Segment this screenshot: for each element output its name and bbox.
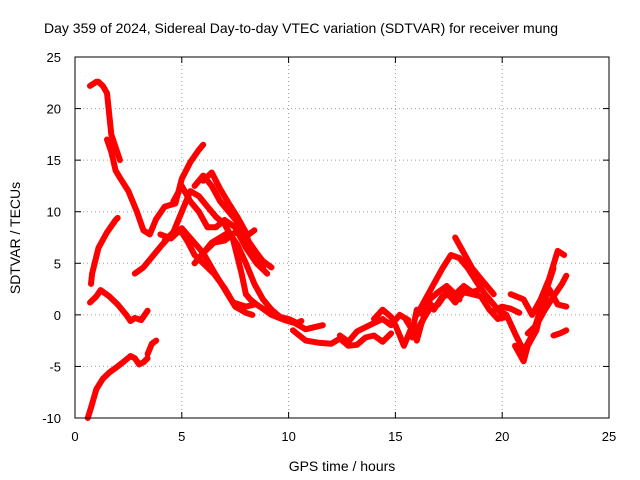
data-layer (84, 78, 570, 421)
series-arc-20 (413, 252, 506, 318)
x-tick-label: 15 (388, 429, 402, 444)
series-arc-16 (336, 311, 412, 345)
chart-title: Day 359 of 2024, Sidereal Day-to-day VTE… (44, 20, 558, 36)
x-axis-label: GPS time / hours (289, 458, 396, 474)
series-arc-5 (144, 337, 160, 358)
y-tick-label: 0 (54, 308, 61, 323)
series-arc-2 (104, 136, 207, 238)
series-arc-27 (490, 303, 523, 316)
series-arc-1 (87, 78, 123, 164)
x-tick-label: 25 (602, 429, 616, 444)
series-arc-14 (200, 229, 305, 327)
series-arc-24 (507, 247, 568, 318)
series-arc-15 (289, 327, 395, 349)
series-arc-26 (550, 327, 570, 339)
y-tick-label: 10 (47, 205, 61, 220)
plot-frame (74, 56, 610, 419)
y-axis-label: SDTVAR / TECUs (7, 182, 23, 294)
x-tick-label: 5 (178, 429, 185, 444)
series-arc-10 (170, 182, 271, 277)
y-tick-label: 15 (47, 153, 61, 168)
series-arc-9 (161, 229, 258, 310)
grid-layer (75, 57, 609, 418)
y-tick-label: -5 (49, 359, 61, 374)
x-tick-label: 20 (495, 429, 509, 444)
y-tick-label: -10 (42, 411, 61, 426)
tick-layer: 0 5 10 15 20 25 -10 -5 0 5 10 15 20 25 (42, 50, 616, 444)
series-arc-4 (84, 353, 151, 421)
series-arc-12 (200, 169, 266, 271)
y-tick-label: 5 (54, 256, 61, 271)
y-tick-label: 20 (47, 102, 61, 117)
y-tick-label: 25 (47, 50, 61, 65)
series-arc-3 (88, 214, 121, 287)
series-arc-6 (87, 287, 151, 324)
series-arc-21 (452, 234, 497, 298)
series-arc-25 (524, 272, 570, 337)
x-tick-label: 10 (281, 429, 295, 444)
x-tick-label: 0 (71, 429, 78, 444)
